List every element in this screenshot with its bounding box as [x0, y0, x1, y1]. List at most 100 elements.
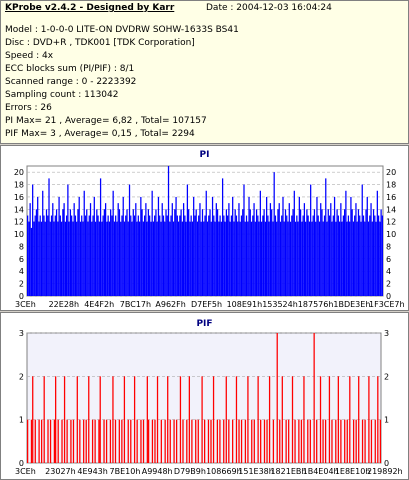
pi-bar	[53, 221, 55, 296]
pi-bar	[47, 215, 49, 296]
pi-bar	[101, 221, 103, 296]
pi-bar	[303, 203, 306, 296]
pi-bar	[138, 221, 141, 296]
pif-bar	[281, 376, 283, 463]
pif-bar	[225, 376, 227, 463]
pi-bar	[335, 221, 337, 296]
pi-bar	[71, 215, 73, 296]
pif-bar	[370, 419, 373, 463]
pi-bar	[170, 215, 172, 296]
pi-y-tick-label-right: 14	[386, 205, 396, 214]
pi-bar	[33, 221, 35, 296]
sampling-count-line: Sampling count : 113042	[5, 90, 119, 100]
pi-bar	[305, 221, 307, 296]
pif-chart-title: PIF	[196, 319, 213, 329]
pi-bar	[350, 196, 352, 296]
pi-bar	[370, 203, 372, 296]
pi-bar	[371, 221, 373, 296]
pi-bar	[357, 209, 360, 296]
pi-x-tick-label: 4E4F2h	[84, 300, 114, 309]
pif-bar	[324, 419, 327, 463]
pi-bar	[216, 209, 219, 296]
pif-y-tick-label-right: 0	[384, 459, 389, 468]
pi-bar	[258, 221, 260, 296]
pi-bar	[219, 215, 221, 296]
disc-line: Disc : DVD+R , TDK001 [TDK Corporation]	[5, 38, 195, 48]
pif-bar	[358, 376, 360, 463]
pi-bar	[103, 209, 105, 296]
pi-y-tick-label-right: 10	[386, 230, 396, 239]
pif-bar	[247, 376, 249, 463]
pi-bar	[43, 215, 45, 296]
pif-bar	[66, 419, 68, 463]
pi-bar	[291, 215, 293, 296]
pi-bar	[49, 221, 51, 296]
pif-bar	[41, 419, 43, 463]
pif-bar	[30, 419, 33, 463]
pif-bar	[251, 419, 253, 463]
pi-bar	[108, 221, 111, 296]
pi-bar	[83, 190, 85, 296]
pif-bar	[201, 376, 203, 463]
pi-bar	[130, 215, 132, 296]
pi-bar	[126, 209, 128, 296]
pi-bar	[57, 221, 59, 296]
pi-bar	[149, 215, 151, 296]
pif-summary-line: PIF Max= 3 , Average= 0,15 , Total= 2294	[5, 129, 195, 139]
pi-bar	[310, 184, 312, 296]
pi-bar	[327, 209, 329, 296]
pif-bar	[133, 376, 136, 463]
pi-bar	[27, 215, 29, 296]
pif-bar	[223, 419, 225, 463]
pi-bar	[233, 221, 235, 296]
pi-bar	[272, 221, 274, 296]
pi-y-tick-label-left: 2	[19, 280, 24, 289]
pi-bar	[367, 221, 370, 296]
pi-bar	[160, 221, 162, 296]
pi-bar	[191, 221, 194, 296]
pi-bar	[179, 215, 181, 296]
pi-bar	[338, 221, 341, 296]
pif-bar	[38, 419, 40, 463]
pi-bar	[375, 221, 377, 296]
pi-bar	[372, 209, 375, 296]
pif-bar	[244, 419, 247, 463]
pif-bar	[300, 419, 303, 463]
pif-bar	[210, 419, 212, 463]
pif-x-tick-label: 151E38h	[238, 467, 274, 476]
pi-bar	[227, 215, 229, 296]
pi-bar	[152, 221, 155, 296]
pi-bar	[237, 221, 239, 296]
pi-bar	[201, 209, 204, 296]
pif-x-tick-label: 4E943h	[77, 467, 107, 476]
pif-bar	[346, 419, 348, 463]
pif-x-tick-label: 219892h	[367, 467, 403, 476]
pi-bar	[296, 215, 298, 296]
pi-bar	[381, 215, 383, 296]
pif-bar	[272, 419, 275, 463]
pi-bar	[55, 209, 58, 296]
pif-bar	[204, 419, 206, 463]
pif-y-tick-label-right: 2	[384, 372, 389, 381]
pi-bar	[210, 221, 212, 296]
pi-bar	[30, 227, 33, 296]
pif-bar	[182, 419, 184, 463]
pi-bar	[45, 209, 48, 296]
pi-bar	[284, 209, 287, 296]
pif-bar	[85, 419, 87, 463]
pif-bar	[240, 419, 243, 463]
pi-bar	[336, 209, 338, 296]
pif-bar	[55, 376, 57, 463]
pi-bar	[128, 184, 131, 296]
pi-bar	[346, 221, 348, 296]
pif-bar	[83, 419, 85, 463]
pi-bar	[266, 196, 268, 296]
pi-y-tick-label-left: 16	[14, 193, 24, 202]
pi-bar	[133, 215, 136, 296]
pi-bar	[35, 209, 38, 296]
pi-bar	[374, 215, 376, 296]
pi-bar	[199, 203, 201, 296]
pif-bar	[379, 419, 381, 463]
pi-bar	[232, 196, 234, 296]
pi-bar	[311, 221, 313, 296]
